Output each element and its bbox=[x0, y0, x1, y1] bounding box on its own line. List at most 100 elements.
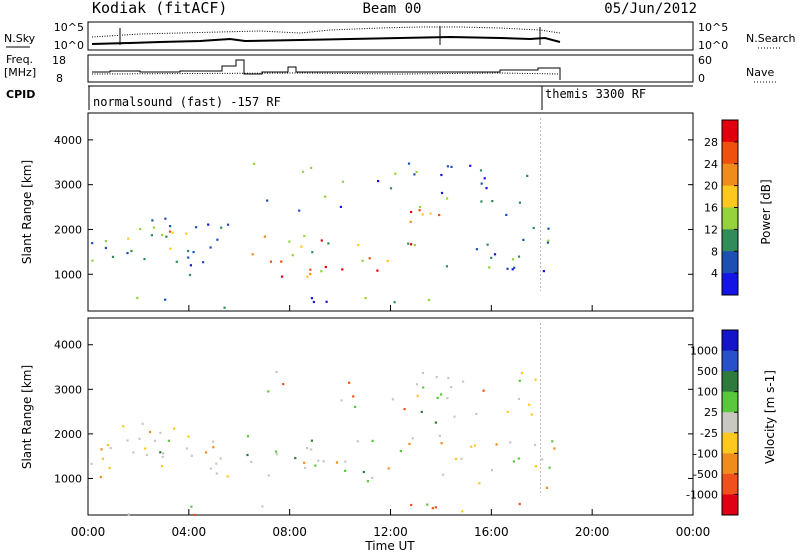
data-cell bbox=[426, 503, 429, 506]
data-cell bbox=[127, 237, 130, 240]
y-tick-label: 3000 bbox=[54, 383, 82, 396]
velocity-panel: 1000 2000 3000 4000 Slant Range [km] 1000 50… bbox=[20, 317, 777, 516]
time-axis: 00:00 04:00 08:00 12:00 16:00 20:00 00:00 bbox=[71, 305, 710, 539]
data-cell bbox=[164, 217, 167, 220]
data-cell bbox=[301, 170, 305, 173]
data-cell bbox=[534, 443, 537, 446]
data-cell bbox=[526, 174, 529, 177]
data-cell bbox=[99, 475, 102, 479]
data-cell bbox=[482, 389, 485, 392]
freq-tick-left-bottom: 8 bbox=[56, 72, 63, 85]
data-cell bbox=[275, 450, 278, 453]
data-cell bbox=[291, 254, 294, 257]
data-cell bbox=[386, 259, 389, 263]
data-cell bbox=[303, 461, 306, 464]
data-cell bbox=[298, 209, 301, 212]
colorbar-segment bbox=[722, 391, 738, 413]
colorbar-segment bbox=[722, 494, 738, 516]
data-cell bbox=[280, 260, 283, 263]
colorbar-tick-label: 24 bbox=[704, 158, 718, 171]
data-cell bbox=[250, 460, 253, 463]
freq-frame bbox=[87, 54, 694, 83]
data-cell bbox=[486, 243, 489, 246]
data-cell bbox=[480, 200, 483, 203]
data-cell bbox=[490, 256, 493, 259]
data-cell bbox=[138, 437, 141, 440]
data-cell bbox=[348, 381, 351, 384]
data-cell bbox=[251, 253, 254, 256]
colorbar-segment bbox=[722, 163, 738, 187]
data-cell bbox=[207, 223, 210, 226]
data-cell bbox=[364, 297, 367, 300]
data-cell bbox=[357, 244, 360, 247]
data-cell bbox=[215, 462, 218, 465]
data-cell bbox=[491, 200, 494, 203]
data-cell bbox=[339, 205, 342, 208]
colorbar-segment bbox=[722, 371, 738, 393]
data-cell bbox=[144, 447, 147, 450]
power-colorbar-label: Power [dB] bbox=[759, 179, 773, 244]
data-cell bbox=[136, 296, 139, 300]
data-cell bbox=[253, 162, 256, 165]
data-cell bbox=[428, 298, 431, 302]
data-cell bbox=[506, 410, 509, 413]
data-cell bbox=[185, 232, 188, 235]
nsky-tick-left-bottom: 10^0 bbox=[54, 39, 84, 52]
y-tick-label: 4000 bbox=[54, 339, 82, 352]
colorbar-segment bbox=[722, 141, 738, 165]
data-cell bbox=[528, 403, 531, 406]
data-cell bbox=[164, 298, 167, 301]
data-cell bbox=[171, 231, 174, 234]
colorbar-segment bbox=[722, 453, 738, 475]
cpid-label: CPID bbox=[6, 88, 35, 101]
nsky-tick-right-top: 10^5 bbox=[698, 21, 728, 34]
data-cell bbox=[340, 399, 343, 402]
data-cell bbox=[366, 480, 369, 483]
nave-tick-right-bottom: 0 bbox=[698, 72, 705, 85]
nave-tick-right-top: 60 bbox=[698, 54, 712, 67]
data-cell bbox=[518, 201, 521, 204]
velocity-heatmap bbox=[90, 323, 556, 516]
freq-label: Freq. bbox=[6, 53, 33, 66]
data-cell bbox=[512, 460, 515, 463]
data-cell bbox=[399, 449, 402, 453]
data-cell bbox=[122, 425, 125, 428]
data-cell bbox=[281, 275, 284, 278]
data-cell bbox=[111, 255, 115, 258]
data-cell bbox=[446, 397, 449, 400]
data-cell bbox=[161, 455, 164, 459]
data-cell bbox=[545, 486, 548, 489]
colorbar-segment bbox=[722, 120, 738, 143]
data-cell bbox=[362, 470, 365, 474]
data-cell bbox=[90, 462, 93, 465]
data-cell bbox=[130, 249, 133, 253]
data-cell bbox=[470, 445, 473, 448]
date-title: 05/Jun/2012 bbox=[604, 1, 697, 17]
data-cell bbox=[106, 444, 109, 447]
data-cell bbox=[310, 448, 313, 451]
data-cell bbox=[368, 257, 371, 260]
colorbar-segment bbox=[722, 207, 738, 230]
data-cell bbox=[495, 443, 498, 446]
data-cell bbox=[100, 448, 103, 451]
data-cell bbox=[548, 466, 551, 469]
data-cell bbox=[127, 513, 130, 516]
data-cell bbox=[126, 439, 129, 442]
colorbar-tick-label: 16 bbox=[704, 202, 718, 215]
data-cell bbox=[160, 465, 163, 468]
data-cell bbox=[145, 453, 148, 457]
power-panel-frame bbox=[87, 112, 694, 312]
colorbar-tick-label: 25 bbox=[704, 406, 718, 419]
data-cell bbox=[546, 241, 549, 244]
data-cell bbox=[454, 457, 458, 461]
freq-unit-label: [MHz] bbox=[4, 66, 36, 79]
power-colorbar: 28 24 20 16 12 8 4 bbox=[704, 119, 739, 296]
colorbar-tick-label: -500 bbox=[693, 468, 718, 481]
nsearch-trace bbox=[91, 26, 561, 38]
data-cell bbox=[391, 398, 394, 401]
colorbar-tick-label: -25 bbox=[700, 427, 718, 440]
data-cell bbox=[312, 300, 315, 304]
data-cell bbox=[310, 439, 313, 442]
data-cell bbox=[438, 213, 441, 217]
data-cell bbox=[324, 265, 327, 269]
